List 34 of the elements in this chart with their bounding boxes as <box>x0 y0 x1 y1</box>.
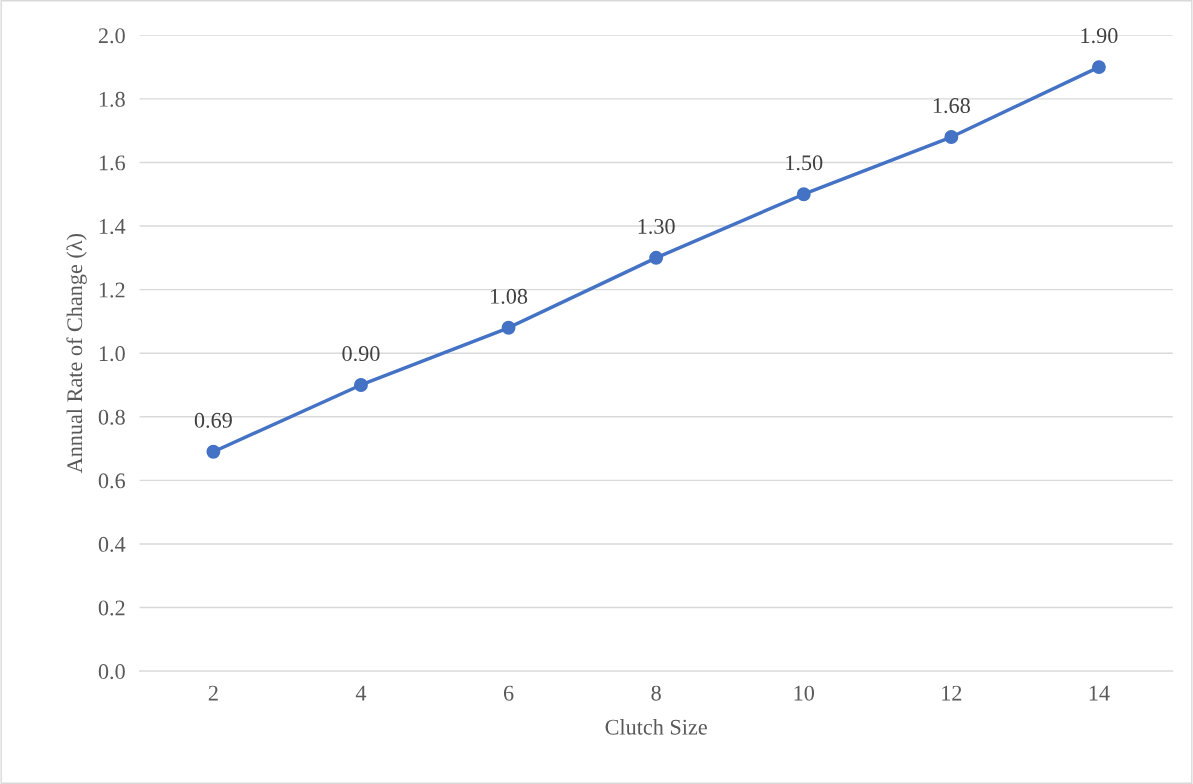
x-tick-label: 4 <box>355 685 367 701</box>
point <box>1091 60 1106 75</box>
x-axis-title: Clutch Size <box>605 719 707 735</box>
y-tick-label: 1.8 <box>99 91 125 107</box>
data-label: 1.68 <box>933 98 970 114</box>
point <box>206 444 221 459</box>
y-tick-label: 2.0 <box>98 28 125 44</box>
y-tick-label: 1.6 <box>99 155 126 171</box>
y-tick-label: 1.2 <box>99 282 125 298</box>
data-label: 1.90 <box>1081 28 1118 44</box>
data-label: 1.30 <box>638 218 675 234</box>
y-tick-label: 0.8 <box>98 409 125 425</box>
point <box>649 250 664 265</box>
x-tick-label: 8 <box>651 685 661 701</box>
y-tick-label: 1.0 <box>99 346 125 362</box>
y-axis-title: Annual Rate of Change (λ) <box>66 234 87 474</box>
data-label: 1.50 <box>786 155 823 171</box>
y-tick-label: 1.4 <box>99 219 126 235</box>
x-tick-label: 14 <box>1089 685 1110 701</box>
y-tick-label: 0.4 <box>98 536 126 552</box>
data-label: 1.08 <box>491 288 528 304</box>
x-tick-label: 6 <box>503 685 514 701</box>
x-tick-label: 12 <box>942 685 962 701</box>
x-tick-label: 10 <box>794 685 815 701</box>
y-tick-label: 0.0 <box>98 664 125 680</box>
data-label: 0.90 <box>342 346 380 362</box>
point <box>501 320 516 335</box>
y-tick-label: 0.2 <box>98 600 125 616</box>
point <box>796 187 811 202</box>
point <box>354 378 368 392</box>
y-tick-label: 0.6 <box>98 473 126 489</box>
point <box>944 130 959 144</box>
x-tick-label: 2 <box>208 685 218 701</box>
data-label: 0.69 <box>194 412 232 428</box>
